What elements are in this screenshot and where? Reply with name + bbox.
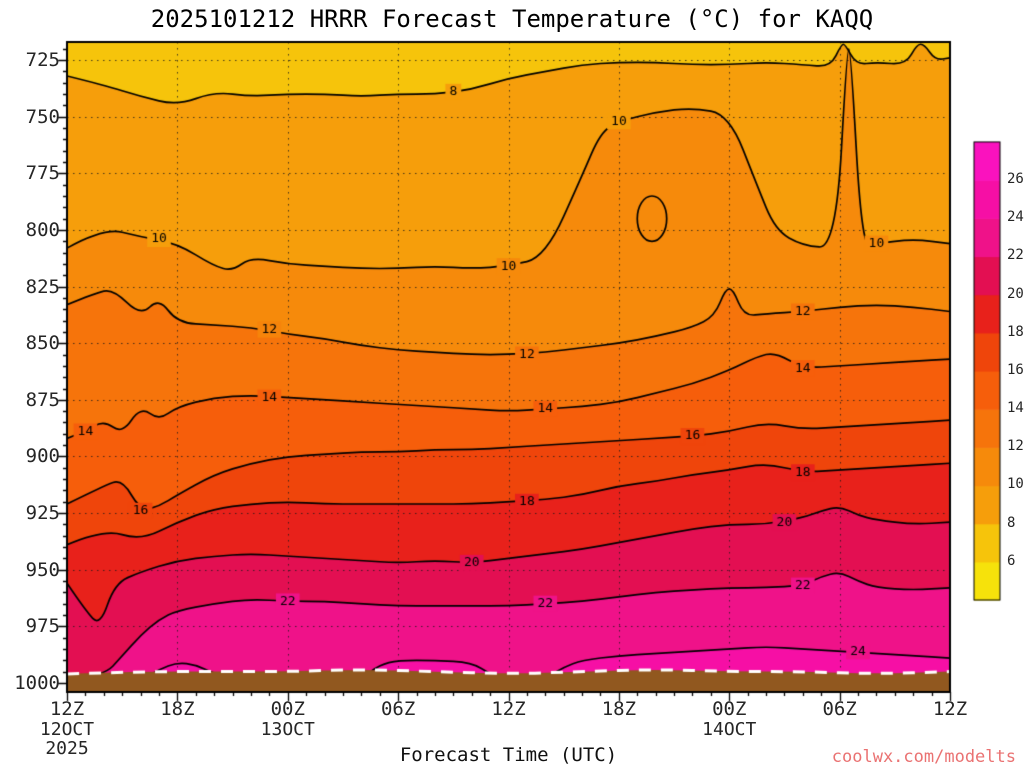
x-axis-title: Forecast Time (UTC) xyxy=(399,744,618,766)
watermark: coolwx.com/modelts xyxy=(831,747,1016,767)
chart-title: 2025101212 HRRR Forecast Temperature (°C… xyxy=(150,5,874,33)
